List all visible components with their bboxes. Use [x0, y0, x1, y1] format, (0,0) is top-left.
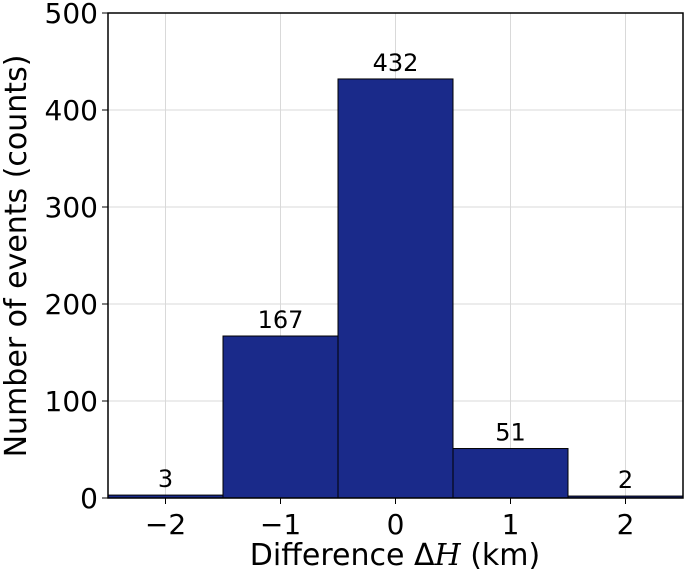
bar-label-3: 432 — [373, 49, 419, 77]
bar-label-4: 51 — [495, 419, 526, 447]
bars — [107, 78, 684, 499]
y-axis-label: Number of events (counts) — [0, 55, 34, 458]
x-axis-label: Difference ΔH (km) — [250, 538, 540, 573]
bar-4 — [452, 448, 569, 499]
x-tick-label-1: −1 — [260, 508, 301, 541]
bar-label-2: 167 — [258, 306, 304, 334]
x-tick-label-3: 1 — [502, 508, 520, 541]
bar-label-1: 3 — [158, 465, 173, 493]
y-tick-label-2: 200 — [45, 288, 98, 321]
bar-3 — [337, 78, 454, 499]
y-tick-label-1: 100 — [45, 385, 98, 418]
x-axis-ticks: −2 −1 0 1 2 — [145, 498, 635, 541]
y-tick-label-3: 300 — [45, 191, 98, 224]
x-tick-label-2: 0 — [387, 508, 405, 541]
y-tick-label-5: 500 — [45, 0, 98, 30]
x-tick-label-0: −2 — [145, 508, 186, 541]
y-tick-label-4: 400 — [45, 94, 98, 127]
y-axis-ticks: 0 100 200 300 400 500 — [45, 0, 108, 515]
y-tick-label-0: 0 — [80, 482, 98, 515]
bar-2 — [222, 335, 339, 499]
bar-labels: 3 167 432 51 2 — [158, 49, 633, 494]
x-tick-label-4: 2 — [617, 508, 635, 541]
bar-label-5: 2 — [618, 466, 633, 494]
